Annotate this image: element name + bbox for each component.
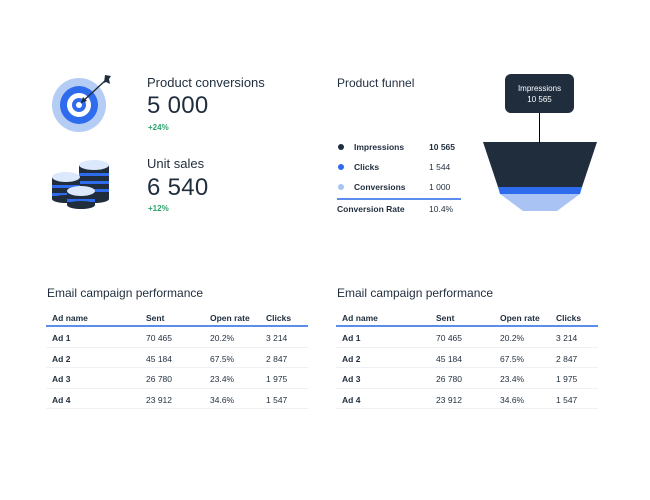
- column-header-ad-name[interactable]: Ad name: [52, 313, 88, 323]
- legend-item-clicks[interactable]: Clicks 1 544: [337, 161, 461, 175]
- kpi-title: Product conversions: [147, 75, 265, 90]
- legend-label: Impressions: [354, 142, 405, 152]
- table-row[interactable]: Ad 3 26 780 23.4% 1 975: [336, 368, 598, 389]
- table-header: Ad name Sent Open rate Clicks: [46, 307, 308, 327]
- legend-value: 1 000: [429, 182, 451, 192]
- cell-clicks: 1 975: [266, 374, 288, 384]
- cell-sent: 45 184: [436, 353, 462, 364]
- cell-clicks: 3 214: [556, 333, 578, 343]
- conversion-rate-label: Conversion Rate: [337, 204, 405, 214]
- cell-ad-name: Ad 4: [52, 394, 71, 405]
- tooltip-connector: [539, 113, 540, 143]
- cell-ad-name: Ad 3: [52, 374, 71, 384]
- cell-clicks: 2 847: [266, 353, 288, 364]
- cell-sent: 70 465: [436, 333, 462, 343]
- cell-clicks: 1 547: [266, 394, 288, 405]
- cell-clicks: 2 847: [556, 353, 578, 364]
- legend-dot-icon: [338, 184, 344, 190]
- funnel-tooltip: Impressions 10 565: [505, 74, 574, 113]
- column-header-ad-name[interactable]: Ad name: [342, 313, 378, 323]
- cell-ad-name: Ad 1: [52, 333, 71, 343]
- legend-label: Conversions: [354, 182, 406, 192]
- column-header-open-rate[interactable]: Open rate: [210, 313, 250, 323]
- kpi-value: 5 000: [147, 92, 209, 119]
- cell-open-rate: 23.4%: [500, 374, 525, 384]
- cell-sent: 70 465: [146, 333, 172, 343]
- cell-open-rate: 67.5%: [500, 353, 525, 364]
- cell-sent: 23 912: [436, 394, 462, 405]
- cell-ad-name: Ad 4: [342, 394, 361, 405]
- cell-sent: 23 912: [146, 394, 172, 405]
- legend-item-conversions[interactable]: Conversions 1 000: [337, 181, 461, 195]
- table-row[interactable]: Ad 3 26 780 23.4% 1 975: [46, 368, 308, 389]
- column-header-clicks[interactable]: Clicks: [266, 313, 292, 323]
- cell-open-rate: 34.6%: [210, 394, 235, 405]
- cell-open-rate: 23.4%: [210, 374, 235, 384]
- cell-open-rate: 34.6%: [500, 394, 525, 405]
- kpi-delta: +24%: [148, 123, 169, 132]
- legend-value: 1 544: [429, 162, 451, 172]
- legend-label: Clicks: [354, 162, 380, 172]
- legend-value: 10 565: [429, 142, 455, 152]
- kpi-title: Unit sales: [147, 156, 205, 171]
- funnel-divider: [337, 198, 461, 200]
- table-row[interactable]: Ad 4 23 912 34.6% 1 547: [336, 389, 598, 409]
- cell-open-rate: 67.5%: [210, 353, 235, 364]
- cell-clicks: 3 214: [266, 333, 288, 343]
- cell-clicks: 1 547: [556, 394, 578, 405]
- conversion-rate-value: 10.4%: [429, 204, 454, 214]
- cell-ad-name: Ad 2: [342, 353, 361, 364]
- funnel-chart[interactable]: [483, 142, 597, 212]
- target-icon: [52, 74, 112, 132]
- email-campaign-table: Ad name Sent Open rate Clicks Ad 1 70 46…: [46, 307, 308, 409]
- kpi-value: 6 540: [147, 174, 209, 201]
- cell-ad-name: Ad 2: [52, 353, 71, 364]
- legend-dot-icon: [338, 144, 344, 150]
- cell-sent: 45 184: [146, 353, 172, 364]
- cell-sent: 26 780: [146, 374, 172, 384]
- kpi-delta: +12%: [148, 204, 169, 213]
- table-header: Ad name Sent Open rate Clicks: [336, 307, 598, 327]
- cell-open-rate: 20.2%: [500, 333, 525, 343]
- cell-ad-name: Ad 1: [342, 333, 361, 343]
- cell-clicks: 1 975: [556, 374, 578, 384]
- coins-icon: [51, 159, 113, 211]
- column-header-sent[interactable]: Sent: [436, 313, 455, 323]
- column-header-open-rate[interactable]: Open rate: [500, 313, 540, 323]
- table-row[interactable]: Ad 2 45 184 67.5% 2 847: [46, 348, 308, 368]
- tooltip-value: 10 565: [527, 95, 552, 104]
- table-row[interactable]: Ad 2 45 184 67.5% 2 847: [336, 348, 598, 368]
- table-row[interactable]: Ad 1 70 465 20.2% 3 214: [336, 327, 598, 348]
- table-row[interactable]: Ad 4 23 912 34.6% 1 547: [46, 389, 308, 409]
- email-campaign-table: Ad name Sent Open rate Clicks Ad 1 70 46…: [336, 307, 598, 409]
- cell-open-rate: 20.2%: [210, 333, 235, 343]
- column-header-clicks[interactable]: Clicks: [556, 313, 582, 323]
- legend-item-impressions[interactable]: Impressions 10 565: [337, 141, 461, 155]
- cell-ad-name: Ad 3: [342, 374, 361, 384]
- table-row[interactable]: Ad 1 70 465 20.2% 3 214: [46, 327, 308, 348]
- table-title: Email campaign performance: [47, 286, 204, 300]
- table-title: Email campaign performance: [337, 286, 494, 300]
- tooltip-label: Impressions: [517, 84, 562, 93]
- cell-sent: 26 780: [436, 374, 462, 384]
- legend-dot-icon: [338, 164, 344, 170]
- funnel-title: Product funnel: [337, 76, 415, 90]
- column-header-sent[interactable]: Sent: [146, 313, 165, 323]
